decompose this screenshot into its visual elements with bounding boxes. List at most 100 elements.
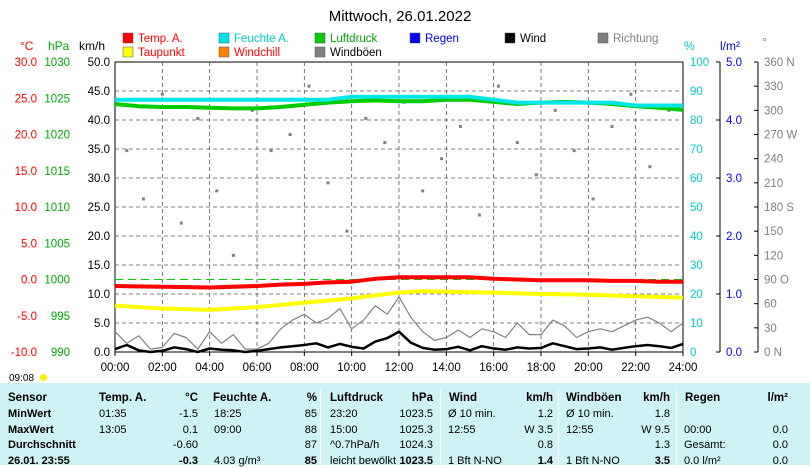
hum-tick-label: 10 <box>690 318 703 330</box>
table-header: Luftdruck <box>330 392 384 404</box>
hum-tick-label: 80 <box>690 115 703 127</box>
press-tick-label: 990 <box>51 347 70 359</box>
rain-tick-label: 5.0 <box>726 57 742 69</box>
series-wind <box>114 330 684 354</box>
table-cell: 26.01. 23:55 <box>8 454 70 467</box>
dir-tick-label: 270 W <box>764 130 797 142</box>
direction-point <box>364 116 368 120</box>
table-cell: Ø 10 min. <box>448 408 496 420</box>
table-cell: -0.60 <box>172 439 198 451</box>
direction-point <box>326 181 330 185</box>
column-separator <box>558 389 559 465</box>
hum-tick-label: 90 <box>690 86 703 98</box>
table-header: km/h <box>643 392 670 404</box>
direction-point <box>572 149 576 153</box>
series-temp-a <box>114 275 683 290</box>
press-tick-label: 1010 <box>44 202 70 214</box>
dir-tick-label: 150 <box>764 226 783 238</box>
temp-tick-label: -10.0 <box>11 347 37 359</box>
table-cell: 0.0 <box>772 423 788 436</box>
dir-tick-label: 90 O <box>764 275 789 287</box>
x-tick-label: 24:00 <box>669 362 698 374</box>
dir-tick-label: 120 <box>764 250 783 262</box>
dir-tick-label: 360 N <box>764 57 795 69</box>
table-cell: 4.03 g/m³ <box>214 454 261 467</box>
temp-tick-label: 10.0 <box>15 202 37 214</box>
legend-label: Richtung <box>613 33 658 45</box>
temp-tick-label: -5.0 <box>17 311 37 323</box>
press-tick-label: 1025 <box>44 93 70 105</box>
dir-tick-label: 240 <box>764 154 783 166</box>
temp-tick-label: 5.0 <box>21 238 37 250</box>
legend-label: Windböen <box>330 47 382 59</box>
axes: 30.0 25.0 20.0 15.0 10.0 5.0 0.0 -5.0 -10.0 10 30 1… <box>11 57 798 374</box>
table-cell: 0.8 <box>537 439 553 451</box>
legend-swatch <box>218 46 230 58</box>
legend-swatch <box>409 32 421 44</box>
plot-area <box>114 84 684 354</box>
table-cell: 1024.3 <box>399 439 433 451</box>
table-cell: 23:20 <box>330 408 358 420</box>
hum-tick-label: 70 <box>690 144 703 156</box>
rain-tick-label: 3.0 <box>726 173 742 185</box>
wind-tick-label: 15.0 <box>88 260 110 272</box>
wind-tick-label: 30.0 <box>88 173 110 185</box>
grid <box>114 61 684 353</box>
hum-tick-label: 60 <box>690 173 703 185</box>
legend-label: Taupunkt <box>138 47 185 59</box>
x-tick-label: 08:00 <box>290 362 319 374</box>
table-cell: ^0.7hPa/h <box>330 439 380 451</box>
table-cell: Ø 10 min. <box>566 408 614 420</box>
direction-point <box>383 141 387 145</box>
axis-units: °C hPa km/h% l/m² ° <box>20 35 767 53</box>
table-cell: 87 <box>304 439 317 451</box>
weather-chart: Mittwoch, 26.01.2022 Temp. A. Feuchte A. L… <box>11 8 798 374</box>
table-cell: 0.0 l/m² <box>684 454 721 467</box>
direction-point <box>496 84 500 88</box>
table-cell: 12:55 <box>448 423 476 436</box>
table-cell: W 9.5 <box>641 423 670 436</box>
x-tick-label: 12:00 <box>385 362 414 374</box>
table-cell: -1.5 <box>179 408 198 420</box>
table-cell: 00:00 <box>684 423 712 436</box>
table-cell: 1.3 <box>654 439 670 451</box>
rain-tick-label: 0.0 <box>726 347 742 359</box>
table-header: Windböen <box>566 392 622 404</box>
direction-point <box>307 84 311 88</box>
legend: Temp. A. Feuchte A. Luftdruck Regen Wind Rich… <box>122 32 658 59</box>
table-cell: 15:00 <box>330 423 358 436</box>
hum-tick-label: 30 <box>690 260 703 272</box>
table-cell: 3.5 <box>654 454 670 467</box>
table-cell: Durchschnitt <box>8 439 76 451</box>
column-separator <box>440 389 441 465</box>
table-cell: -0.3 <box>179 454 198 467</box>
dir-unit: ° <box>762 35 767 49</box>
temp-tick-label: 20.0 <box>15 130 37 142</box>
hum-tick-label: 100 <box>690 57 709 69</box>
direction-point <box>648 165 652 169</box>
wind-tick-label: 45.0 <box>88 86 110 98</box>
table-header: % <box>306 392 317 404</box>
table-cell: 1.2 <box>537 408 553 420</box>
temp-tick-label: 25.0 <box>15 93 37 105</box>
sun-row: 09:08 <box>0 370 810 384</box>
table-cell: 85 <box>304 408 317 420</box>
table-cell: 1.4 <box>537 454 553 467</box>
table-cell: 1023.5 <box>399 454 433 467</box>
legend-label: Temp. A. <box>138 33 183 45</box>
direction-point <box>196 116 200 120</box>
wind-tick-label: 5.0 <box>94 318 110 330</box>
direction-point <box>477 213 481 217</box>
x-tick-label: 04:00 <box>195 362 224 374</box>
table-cell: Gesamt: <box>684 439 726 451</box>
press-unit: hPa <box>48 39 70 53</box>
x-tick-label: 20:00 <box>574 362 603 374</box>
press-tick-label: 1000 <box>44 275 70 287</box>
table-header: l/m² <box>767 392 788 404</box>
table-cell: 18:25 <box>214 408 242 420</box>
column-separator <box>320 389 321 465</box>
temp-tick-label: 15.0 <box>15 166 37 178</box>
direction-point <box>179 221 183 225</box>
wind-unit: km/h <box>79 39 105 53</box>
press-tick-label: 1005 <box>44 238 70 250</box>
